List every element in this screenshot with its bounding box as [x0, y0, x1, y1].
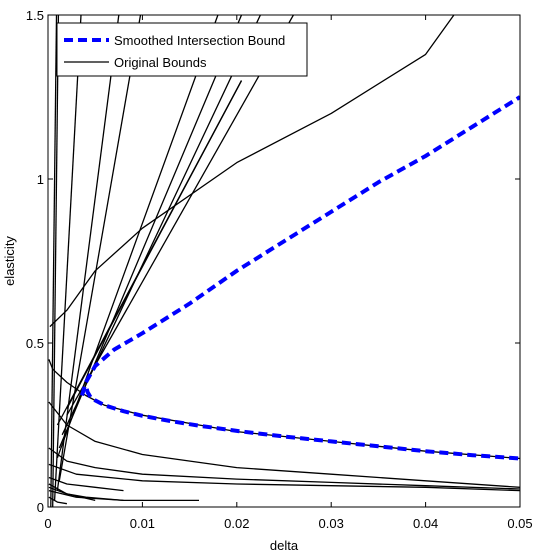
x-tick-label: 0.03 [319, 516, 344, 531]
plot-area [48, 15, 520, 507]
y-tick-label: 1 [37, 172, 44, 187]
series-original-bound-line-4 [53, 15, 82, 501]
series-original-bound-line-16 [48, 447, 520, 490]
series-original-bound-line-2 [50, 15, 58, 507]
x-tick-label: 0.05 [507, 516, 532, 531]
series-original-bound-line-11 [66, 15, 294, 416]
series-smoothed-line-1 [80, 95, 520, 397]
series-original-bound-line-18 [48, 476, 124, 492]
series-layer [48, 15, 520, 507]
series-original-bound-line-3 [52, 15, 60, 507]
legend-label-original: Original Bounds [114, 55, 207, 70]
y-tick-label: 1.5 [26, 8, 44, 23]
x-tick-label: 0.04 [413, 516, 438, 531]
series-smoothed-line-0 [84, 388, 520, 461]
x-tick-label: 0.02 [224, 516, 249, 531]
series-original-bound-line-12 [66, 80, 243, 409]
legend: Smoothed Intersection Bound Original Bou… [56, 22, 308, 77]
series-original-bound-line-6 [58, 15, 142, 481]
y-tick-label: 0 [37, 500, 44, 515]
y-axis-label: elasticity [2, 236, 17, 286]
x-axis-label: delta [270, 538, 299, 553]
series-original-bound-line-21 [48, 483, 96, 502]
axes-box [47, 14, 521, 508]
y-tick-label: 0.5 [26, 336, 44, 351]
series-original-bound-line-15 [48, 401, 520, 488]
series-original-bound-line-5 [56, 15, 120, 491]
series-original-bound-line-22 [48, 496, 68, 505]
legend-label-smoothed: Smoothed Intersection Bound [114, 33, 285, 48]
legend-box [56, 22, 308, 77]
series-original-bound-line-20 [48, 489, 199, 502]
x-tick-label: 0.01 [130, 516, 155, 531]
ticks-layer: 0 0.01 0.02 0.03 0.04 0.05 0 0.5 1 1.5 [26, 8, 533, 531]
series-original-bound-line-17 [48, 463, 520, 492]
x-tick-label: 0 [44, 516, 51, 531]
series-original-bound-line-13 [49, 15, 455, 328]
